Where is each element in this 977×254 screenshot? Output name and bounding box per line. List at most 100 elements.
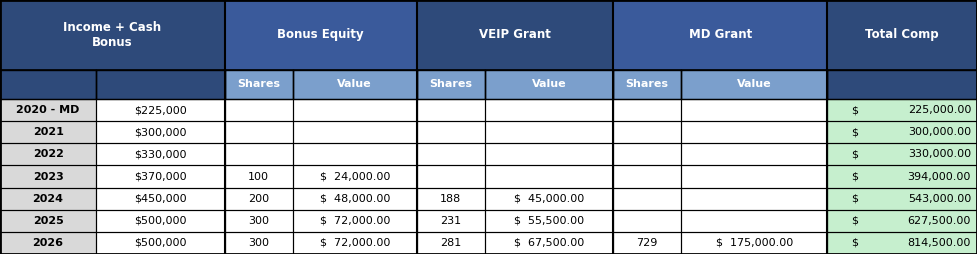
Text: 2021: 2021 [32, 127, 64, 137]
Text: 2022: 2022 [32, 149, 64, 160]
Text: $370,000: $370,000 [134, 171, 187, 182]
Bar [0, 0, 225, 70]
Text: 281: 281 [440, 238, 461, 248]
Text: $: $ [851, 105, 858, 115]
Bar [485, 121, 614, 143]
Text: 627,500.00: 627,500.00 [908, 216, 971, 226]
Bar [614, 0, 828, 70]
Bar [96, 121, 225, 143]
Bar [485, 143, 614, 165]
Text: $: $ [851, 238, 858, 248]
Text: $  67,500.00: $ 67,500.00 [514, 238, 584, 248]
Bar [614, 70, 681, 99]
Bar [293, 232, 416, 254]
Text: 231: 231 [441, 216, 461, 226]
Bar [0, 188, 96, 210]
Bar [485, 232, 614, 254]
Text: $: $ [851, 216, 858, 226]
Text: $500,000: $500,000 [134, 238, 187, 248]
Bar [614, 210, 681, 232]
Text: $: $ [851, 194, 858, 204]
Text: 814,500.00: 814,500.00 [908, 238, 971, 248]
Text: VEIP Grant: VEIP Grant [479, 28, 551, 41]
Bar [485, 165, 614, 188]
Text: Shares: Shares [237, 80, 280, 89]
Text: 200: 200 [248, 194, 270, 204]
Bar [293, 188, 416, 210]
Bar [416, 70, 485, 99]
Text: 729: 729 [636, 238, 658, 248]
Text: Total Comp: Total Comp [866, 28, 939, 41]
Bar [225, 188, 293, 210]
Bar [293, 70, 416, 99]
Bar [293, 99, 416, 121]
Bar [828, 165, 977, 188]
Text: 330,000.00: 330,000.00 [908, 149, 971, 160]
Bar [614, 121, 681, 143]
Bar [614, 143, 681, 165]
Text: 188: 188 [440, 194, 461, 204]
Text: $  72,000.00: $ 72,000.00 [319, 216, 390, 226]
Text: $: $ [851, 127, 858, 137]
Bar [681, 232, 828, 254]
Bar [681, 143, 828, 165]
Bar [681, 188, 828, 210]
Bar [96, 70, 225, 99]
Bar [614, 99, 681, 121]
Bar [614, 188, 681, 210]
Text: $330,000: $330,000 [134, 149, 187, 160]
Bar [416, 99, 485, 121]
Text: 2025: 2025 [33, 216, 64, 226]
Text: 2023: 2023 [33, 171, 64, 182]
Bar [0, 165, 96, 188]
Text: Shares: Shares [429, 80, 472, 89]
Bar [416, 210, 485, 232]
Text: 543,000.00: 543,000.00 [908, 194, 971, 204]
Text: $  24,000.00: $ 24,000.00 [319, 171, 390, 182]
Text: MD Grant: MD Grant [689, 28, 751, 41]
Text: $500,000: $500,000 [134, 216, 187, 226]
Bar [416, 188, 485, 210]
Bar [0, 210, 96, 232]
Bar [416, 232, 485, 254]
Bar [681, 165, 828, 188]
Bar [828, 99, 977, 121]
Bar [0, 143, 96, 165]
Bar [96, 210, 225, 232]
Bar [293, 143, 416, 165]
Text: $: $ [851, 149, 858, 160]
Text: Value: Value [531, 80, 567, 89]
Bar [416, 143, 485, 165]
Bar [96, 232, 225, 254]
Bar [225, 232, 293, 254]
Text: $  48,000.00: $ 48,000.00 [319, 194, 390, 204]
Bar [828, 143, 977, 165]
Bar [293, 210, 416, 232]
Bar [96, 143, 225, 165]
Bar [485, 70, 614, 99]
Text: Shares: Shares [625, 80, 668, 89]
Bar [225, 165, 293, 188]
Bar [0, 70, 96, 99]
Text: 300: 300 [248, 238, 270, 248]
Text: 2026: 2026 [32, 238, 64, 248]
Bar [681, 210, 828, 232]
Bar [681, 70, 828, 99]
Bar [0, 121, 96, 143]
Text: Value: Value [337, 80, 372, 89]
Bar [681, 99, 828, 121]
Bar [0, 99, 96, 121]
Text: Bonus Equity: Bonus Equity [277, 28, 364, 41]
Bar [828, 232, 977, 254]
Text: 100: 100 [248, 171, 270, 182]
Text: 225,000.00: 225,000.00 [908, 105, 971, 115]
Bar [416, 0, 614, 70]
Text: $  175,000.00: $ 175,000.00 [715, 238, 792, 248]
Text: $  45,000.00: $ 45,000.00 [514, 194, 584, 204]
Bar [828, 70, 977, 99]
Bar [828, 121, 977, 143]
Text: 2024: 2024 [32, 194, 64, 204]
Text: 300: 300 [248, 216, 270, 226]
Text: Income + Cash
Bonus: Income + Cash Bonus [64, 21, 161, 49]
Bar [0, 232, 96, 254]
